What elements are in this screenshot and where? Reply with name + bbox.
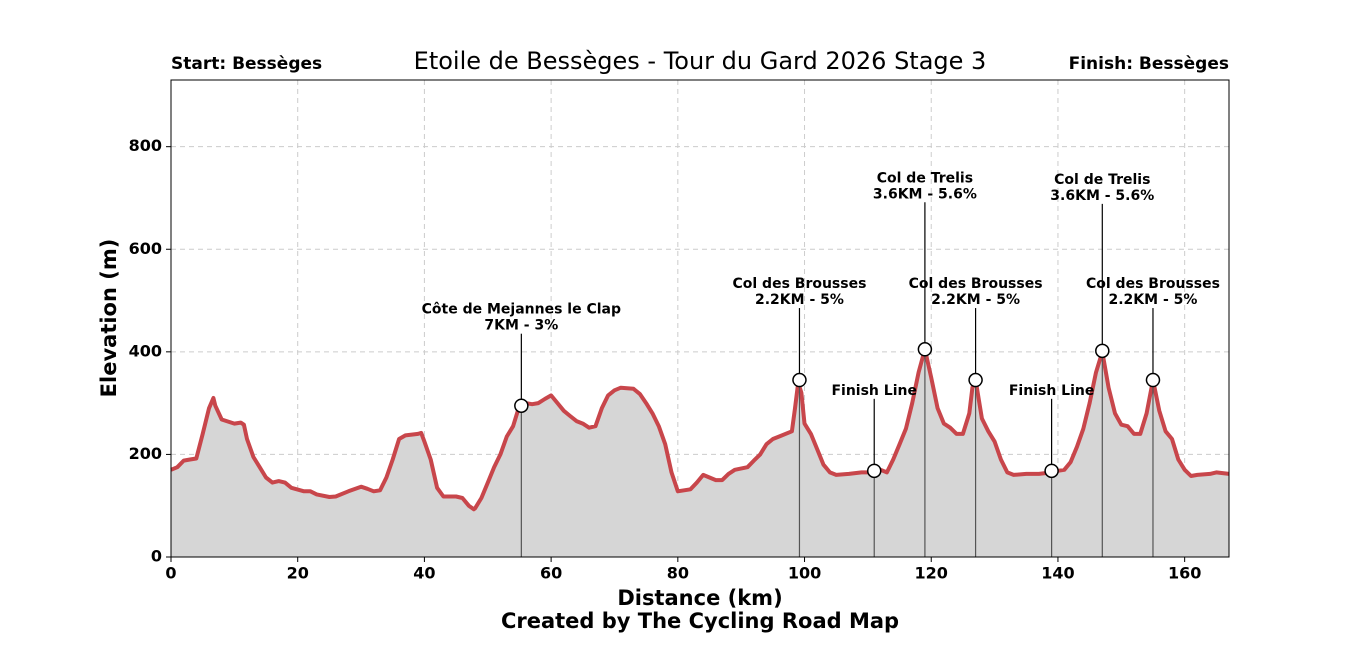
- finish-label: Finish: Bessèges: [1069, 54, 1229, 74]
- annotation-label: Col des Brousses: [732, 276, 866, 292]
- y-tick-label: 800: [129, 136, 162, 155]
- annotation-marker: [1145, 372, 1161, 388]
- annotation-marker: [968, 372, 983, 388]
- annotation-label: 3.6KM - 5.6%: [873, 186, 977, 202]
- annotation-label: 3.6KM - 5.6%: [1050, 188, 1154, 204]
- credit: Created by The Cycling Road Map: [501, 609, 899, 633]
- annotation-label: Col des Brousses: [1086, 276, 1220, 292]
- annotation-marker: [1095, 343, 1110, 359]
- x-tick-label: 60: [540, 564, 562, 583]
- annotation-marker: [514, 398, 529, 413]
- annotation-label: Col de Trelis: [877, 170, 973, 186]
- start-label: Start: Bessèges: [171, 54, 322, 74]
- x-tick-label: 20: [287, 564, 309, 583]
- x-tick-label: 80: [667, 564, 689, 583]
- annotation-label: Col de Trelis: [1054, 172, 1150, 188]
- annotation-label: 7KM - 3%: [484, 318, 558, 334]
- annotation-label: 2.2KM - 5%: [1109, 292, 1198, 308]
- annotation-label: Col des Brousses: [909, 276, 1043, 292]
- plot-frame: [170, 79, 1230, 558]
- x-axis-label: Distance (km): [617, 586, 782, 610]
- y-axis-label: Elevation (m): [97, 239, 121, 398]
- annotation-label: Finish Line: [1009, 383, 1094, 399]
- x-tick-label: 160: [1168, 564, 1201, 583]
- y-tick-label: 400: [129, 341, 162, 360]
- x-tick-label: 140: [1041, 564, 1074, 583]
- annotation-marker: [792, 372, 807, 388]
- annotation-label: Côte de Mejannes le Clap: [422, 302, 621, 318]
- annotation-label: 2.2KM - 5%: [755, 292, 844, 308]
- y-tick-label: 0: [151, 547, 162, 566]
- annotation-label: Finish Line: [831, 383, 916, 399]
- x-tick-label: 100: [788, 564, 821, 583]
- y-tick-label: 200: [129, 444, 162, 463]
- annotation-label: 2.2KM - 5%: [931, 292, 1020, 308]
- annotation-marker: [866, 463, 882, 479]
- annotation-marker: [1044, 463, 1059, 479]
- y-tick-label: 600: [129, 239, 162, 258]
- x-tick-label: 40: [413, 564, 435, 583]
- elevation-area: [171, 349, 1229, 557]
- x-tick-label: 0: [165, 564, 176, 583]
- annotation-marker: [917, 342, 933, 357]
- chart-title: Etoile de Bessèges - Tour du Gard 2026 S…: [414, 47, 987, 75]
- x-tick-label: 120: [915, 564, 948, 583]
